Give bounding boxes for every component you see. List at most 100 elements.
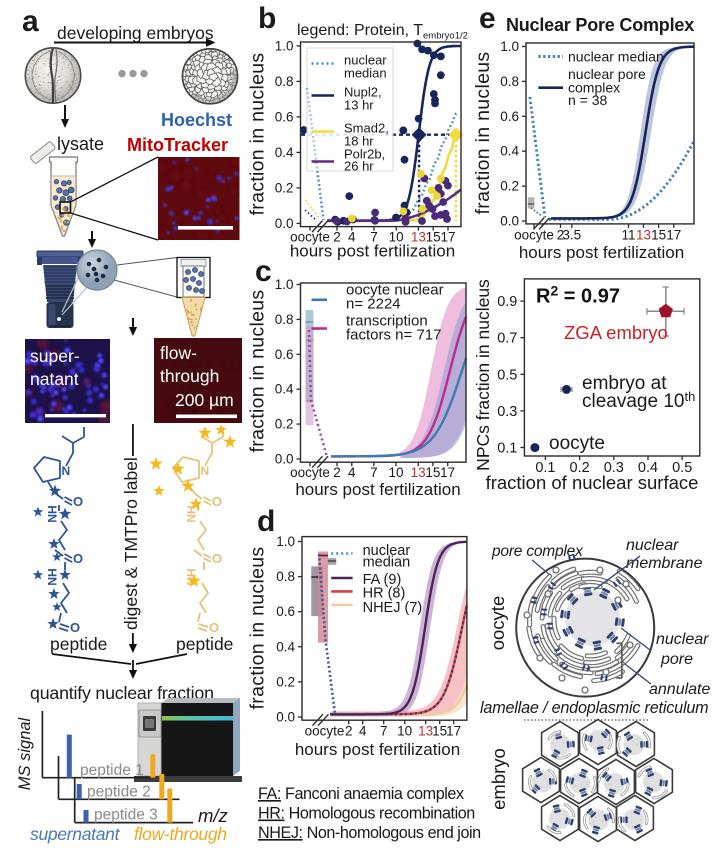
svg-text:nuclear: nuclear [344,53,387,68]
svg-text:0.7: 0.7 [497,331,517,347]
svg-text:MS signal: MS signal [16,716,34,790]
svg-text:4: 4 [348,230,356,245]
svg-text:NHEJ: Non-homologous end join: NHEJ: Non-homologous end join [258,824,481,842]
svg-text:b: b [258,2,276,35]
svg-text:HR (8): HR (8) [363,586,406,602]
svg-text:quantify nuclear fraction: quantify nuclear fraction [30,683,214,703]
svg-text:a: a [22,5,39,38]
svg-text:17: 17 [440,465,455,480]
svg-text:oocyte: oocyte [290,230,330,245]
svg-text:0.8: 0.8 [276,569,295,584]
svg-text:0.4: 0.4 [638,460,658,476]
svg-text:2: 2 [345,724,353,739]
svg-text:developing embryos: developing embryos [57,23,214,43]
svg-text:oocyte: oocyte [290,465,330,480]
svg-text:15: 15 [432,724,447,739]
svg-text:1.0: 1.0 [275,277,294,292]
svg-text:HN: HN [45,505,59,522]
svg-text:15: 15 [651,227,666,242]
svg-text:0.0: 0.0 [276,710,295,725]
svg-text:median: median [344,66,387,81]
svg-text:4: 4 [348,465,356,480]
svg-text:2: 2 [333,230,341,245]
svg-text:0.3: 0.3 [604,460,624,476]
svg-text:fraction in nucleus: fraction in nucleus [247,53,269,216]
svg-text:0.4: 0.4 [275,145,294,160]
svg-text:0.3: 0.3 [497,404,517,420]
svg-text:O: O [212,494,222,509]
svg-text:oocyte nuclear: oocyte nuclear [346,282,444,299]
svg-text:Nupl2,: Nupl2, [344,85,382,100]
svg-text:0.1: 0.1 [535,460,555,476]
svg-text:13: 13 [636,227,651,242]
svg-text:1.0: 1.0 [275,38,294,53]
svg-text:peptide 3: peptide 3 [94,807,158,824]
svg-text:0.5: 0.5 [497,367,517,383]
svg-text:factors n= 717: factors n= 717 [346,327,441,344]
svg-text:10: 10 [389,230,404,245]
svg-text:0.8: 0.8 [275,312,294,327]
svg-text:fraction in nucleus: fraction in nucleus [247,290,269,453]
svg-text:17: 17 [666,227,681,242]
svg-text:2: 2 [557,227,565,242]
svg-text:fraction in nucleus: fraction in nucleus [472,52,494,215]
svg-text:0.2: 0.2 [275,180,294,195]
svg-text:0.6: 0.6 [276,604,295,619]
svg-text:0.6: 0.6 [275,347,294,362]
svg-text:digest & TMTPro label: digest & TMTPro label [121,457,141,630]
svg-text:ZGA embryo: ZGA embryo [564,322,668,343]
svg-text:oocyte: oocyte [305,724,345,739]
svg-text:hours post fertilization: hours post fertilization [295,480,460,499]
svg-text:pore complex: pore complex [491,543,584,560]
svg-text:17: 17 [440,230,455,245]
svg-text:n= 2224: n= 2224 [346,296,401,313]
svg-text:fraction of nuclear surface: fraction of nuclear surface [486,472,699,493]
svg-text:0.1: 0.1 [497,441,517,457]
svg-text:HN: HN [45,568,59,585]
svg-text:oocyte: oocyte [549,433,605,454]
svg-text:13: 13 [411,230,426,245]
svg-text:15: 15 [425,465,440,480]
svg-text:nuclear: nuclear [363,543,411,559]
svg-text:super-: super- [30,346,80,366]
svg-text:transcription: transcription [346,313,428,330]
svg-text:0.2: 0.2 [275,417,294,432]
svg-text:N: N [201,464,210,478]
svg-text:embryo: embryo [488,748,509,810]
svg-text:oocyte: oocyte [487,596,508,651]
svg-text:13: 13 [411,465,426,480]
svg-text:0.0: 0.0 [275,452,294,467]
svg-text:18 hr: 18 hr [344,134,374,149]
svg-text:200 µm: 200 µm [175,390,234,410]
svg-text:d: d [257,505,275,538]
svg-text:nuclear: nuclear [656,631,709,648]
svg-text:MitoTracker: MitoTracker [127,135,228,155]
svg-text:pore: pore [660,651,693,668]
svg-text:hours post fertilization: hours post fertilization [519,243,684,262]
svg-text:flow-through: flow-through [134,824,227,844]
svg-text:0.9: 0.9 [497,294,517,310]
svg-text:Nuclear Pore Complex: Nuclear Pore Complex [506,15,694,35]
svg-text:FA (9): FA (9) [363,572,402,588]
svg-text:annulate: annulate [649,681,710,698]
svg-text:HN: HN [184,505,198,522]
svg-text:0.6: 0.6 [275,109,294,124]
svg-text:7: 7 [370,465,378,480]
svg-text:11: 11 [621,227,635,242]
svg-text:O: O [73,494,83,509]
svg-text:c: c [255,255,272,288]
svg-text:lamellae / endoplasmic reticul: lamellae / endoplasmic reticulum [480,699,708,717]
svg-text:m/z: m/z [198,805,228,826]
svg-text:nuclear median: nuclear median [568,49,664,65]
svg-text:n = 38: n = 38 [568,92,608,108]
svg-text:26 hr: 26 hr [344,159,374,174]
svg-text:peptide 1: peptide 1 [80,762,144,779]
svg-text:0.4: 0.4 [276,639,295,654]
svg-text:flow-: flow- [160,343,197,363]
svg-text:median: median [363,555,411,571]
svg-text:10: 10 [397,724,412,739]
svg-text:embryo at: embryo at [582,373,667,394]
svg-text:0.2: 0.2 [276,674,295,689]
svg-text:NHEJ (7): NHEJ (7) [363,600,423,616]
svg-text:fraction in nucleus: fraction in nucleus [247,547,269,710]
